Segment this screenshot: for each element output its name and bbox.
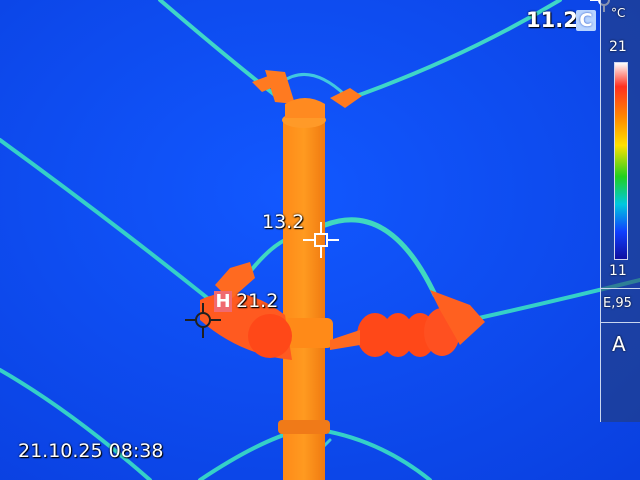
wire-top-right xyxy=(343,0,562,102)
scale-min-value: 11 xyxy=(609,263,627,279)
capture-datetime: 21.10.25 08:38 xyxy=(18,440,164,462)
scale-max-value: 21 xyxy=(609,39,627,55)
wire-left-lower xyxy=(0,368,152,480)
color-scale-bar xyxy=(614,62,628,260)
spot-crosshair-icon xyxy=(303,222,339,258)
utility-pole xyxy=(275,112,333,480)
wire-left-upper xyxy=(0,138,212,302)
hotspot-badge: H xyxy=(214,291,232,312)
measurement-mode: A xyxy=(612,332,626,356)
scale-divider xyxy=(601,322,640,323)
wire-bottom-right xyxy=(318,428,432,480)
wire-top-loop xyxy=(280,73,347,97)
emissivity-value: E,95 xyxy=(603,296,632,311)
scale-divider xyxy=(601,288,640,289)
hotspot-crosshair-icon xyxy=(185,303,221,338)
hotspot-temperature: 21.2 xyxy=(236,290,279,312)
top-insulator xyxy=(252,70,362,118)
center-unit-badge: C xyxy=(576,10,596,31)
scale-unit: °C xyxy=(611,6,626,20)
right-insulator xyxy=(330,290,485,357)
spot-temperature: 13.2 xyxy=(262,211,305,233)
center-temperature: 11.2 xyxy=(526,8,578,32)
wire-arc-right xyxy=(322,217,438,298)
